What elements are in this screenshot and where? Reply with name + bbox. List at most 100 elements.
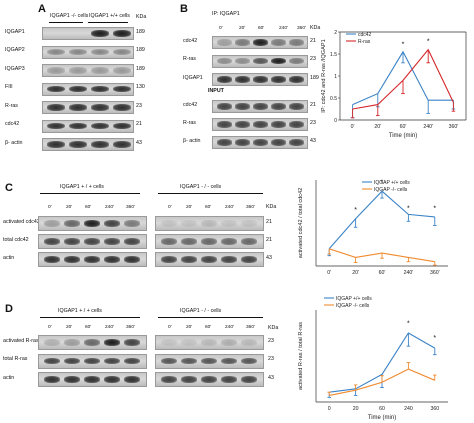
panel-c-group-header-1: IQGAP1 + / + cells: [60, 184, 104, 190]
lane-label: 240': [225, 205, 234, 210]
blot-strip: [212, 73, 308, 86]
blot-band: [124, 376, 140, 383]
x-tick-label: 60: [379, 406, 385, 412]
blot-band: [113, 122, 131, 130]
blot-strip: [38, 216, 147, 231]
panel-d-group-header-2: IQGAP1 - / - cells: [180, 308, 222, 314]
blot-band: [289, 121, 304, 128]
blot-strip: [42, 101, 134, 114]
blot-band: [235, 76, 250, 83]
row-label: IQGAP1: [183, 74, 203, 81]
blot-band: [104, 256, 120, 263]
blot-band: [64, 357, 80, 365]
blot-band: [217, 103, 232, 110]
x-tick-label: 0': [351, 124, 355, 130]
blot-band: [47, 122, 65, 130]
row-label: IQGAP1: [5, 28, 25, 35]
panel-c-group-header-2: IQGAP1 - / - cells: [180, 184, 222, 190]
blot-band: [161, 357, 177, 365]
row-kda: 23: [310, 119, 316, 126]
blot-band: [91, 48, 109, 56]
blot-band: [69, 122, 87, 130]
lane-label: 20': [66, 205, 73, 210]
y-tick-label: 0.5: [330, 96, 337, 102]
blot-band: [69, 141, 87, 148]
row-kda: 43: [136, 139, 142, 146]
x-tick-label: 360': [449, 124, 459, 130]
blot-band: [217, 121, 232, 128]
blot-band: [271, 57, 286, 65]
y-tick-label: 1: [334, 74, 337, 80]
blot-band: [91, 122, 109, 130]
significance-star: *: [433, 205, 436, 212]
blot-band: [124, 220, 140, 227]
blot-band: [161, 256, 177, 263]
blot-band: [241, 256, 257, 263]
blot-band: [181, 339, 197, 346]
blot-band: [221, 238, 237, 245]
y-tick-label: 0: [334, 118, 337, 124]
underline: [88, 22, 128, 23]
blot-band: [47, 104, 65, 111]
blot-band: [221, 339, 237, 346]
blot-band: [44, 256, 60, 263]
blot-band: [217, 76, 232, 83]
panel-a-group-header-2: IQGAP1 +/+ cells: [89, 13, 130, 19]
lane-label: 60': [85, 325, 92, 330]
blot-strip: [38, 252, 147, 267]
blot-band: [289, 76, 304, 83]
blot-band: [217, 57, 232, 65]
lane-label: 240': [105, 325, 114, 330]
blot-strip: [155, 372, 264, 387]
chart-b: 00.511.520' 20' 60' 240' 360'* *cdc42R-rasTim…: [321, 30, 467, 139]
lane-label: 240': [225, 325, 234, 330]
lane-label: 240': [279, 26, 288, 31]
lane-label: 0': [219, 26, 223, 31]
blot-band: [181, 376, 197, 383]
lane-label: 20': [66, 325, 73, 330]
blot-band: [253, 76, 268, 83]
row-label: actin: [3, 254, 15, 261]
panel-a-kda-header: KDa: [136, 14, 147, 20]
blot-band: [235, 139, 250, 146]
row-kda: 23: [310, 56, 316, 62]
lane-label: 0': [48, 205, 52, 210]
blot-band: [44, 376, 60, 383]
significance-star: *: [407, 321, 410, 328]
blot-strip: [155, 234, 264, 249]
blot-strip: [42, 45, 134, 59]
blot-band: [64, 339, 80, 346]
lane-label: 360': [246, 205, 255, 210]
blot-band: [271, 121, 286, 128]
blot-band: [161, 220, 177, 227]
row-label: β- actin: [5, 139, 23, 146]
row-label: activated cdc42: [3, 218, 40, 225]
blot-band: [253, 57, 268, 65]
blot-band: [69, 48, 87, 56]
row-kda: 21: [310, 101, 316, 108]
row-label: R-ras: [183, 119, 196, 126]
legend-label: R-ras: [358, 39, 371, 45]
blot-band: [241, 238, 257, 245]
blot-band: [181, 220, 197, 227]
blot-band: [221, 256, 237, 263]
blot-band: [124, 339, 140, 346]
series-line: [328, 190, 435, 250]
blot-band: [47, 67, 65, 74]
blot-band: [221, 357, 237, 365]
blot-band: [84, 256, 100, 263]
row-kda: 130: [136, 84, 145, 90]
blot-band: [113, 30, 131, 37]
row-kda: 21: [310, 37, 316, 44]
blot-band: [91, 67, 109, 74]
panel-a-group-header-1: IQGAP1 -/- cells: [50, 13, 89, 19]
blot-band: [289, 57, 304, 65]
blot-band: [271, 76, 286, 83]
blot-band: [84, 238, 100, 245]
blot-band: [253, 139, 268, 146]
blot-band: [201, 256, 217, 263]
blot-band: [91, 104, 109, 111]
significance-star: *: [407, 205, 410, 212]
blot-band: [241, 357, 257, 365]
row-kda: 21: [266, 218, 272, 225]
